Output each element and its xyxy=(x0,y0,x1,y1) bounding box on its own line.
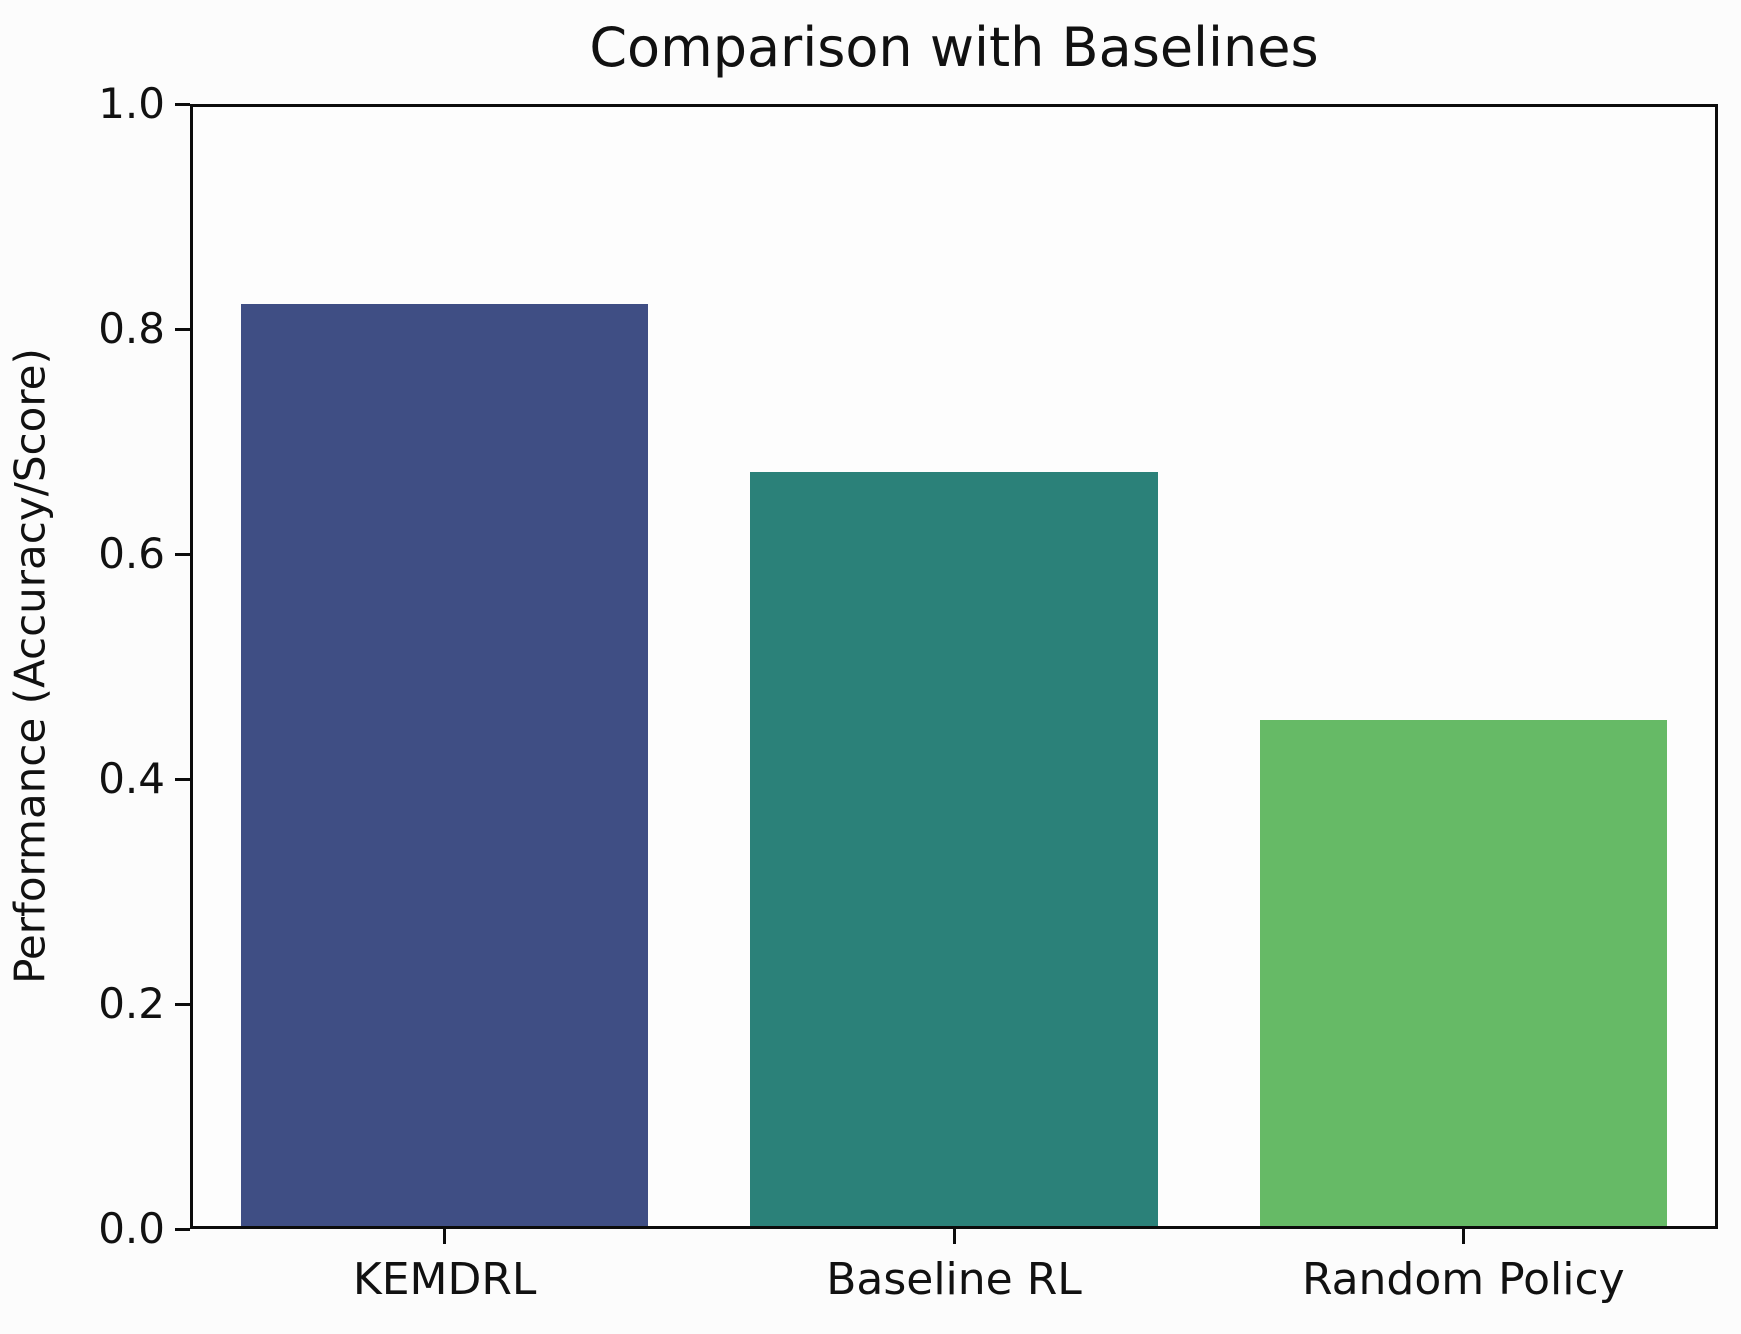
y-tick-mark xyxy=(175,1002,190,1006)
y-tick-mark xyxy=(175,102,190,106)
x-tick-label-kemdrl: KEMDRL xyxy=(352,1254,537,1305)
y-tick-label: 0.2 xyxy=(98,979,165,1028)
bar-random-policy xyxy=(1259,719,1668,1226)
y-tick-label: 0.8 xyxy=(98,304,165,353)
y-tick-label: 0.6 xyxy=(98,529,165,578)
y-tick-label: 0.0 xyxy=(98,1204,165,1253)
plot-area xyxy=(190,104,1718,1229)
bar-kemdrl xyxy=(240,303,649,1226)
y-tick-mark xyxy=(175,1227,190,1231)
x-tick-label-baseline-rl: Baseline RL xyxy=(826,1254,1082,1305)
y-tick-mark xyxy=(175,327,190,331)
x-tick-label-random-policy: Random Policy xyxy=(1301,1254,1625,1305)
bar-baseline-rl xyxy=(750,472,1158,1226)
x-tick-mark xyxy=(443,1229,447,1244)
chart-title: Comparison with Baselines xyxy=(589,16,1319,79)
y-axis-label-text: Performance (Accuracy/Score) xyxy=(5,348,55,984)
x-tick-mark xyxy=(952,1229,956,1244)
x-tick-mark xyxy=(1461,1229,1465,1244)
y-tick-label: 0.4 xyxy=(98,754,165,803)
y-tick-label: 1.0 xyxy=(98,79,165,128)
y-tick-mark xyxy=(175,552,190,556)
y-tick-mark xyxy=(175,777,190,781)
